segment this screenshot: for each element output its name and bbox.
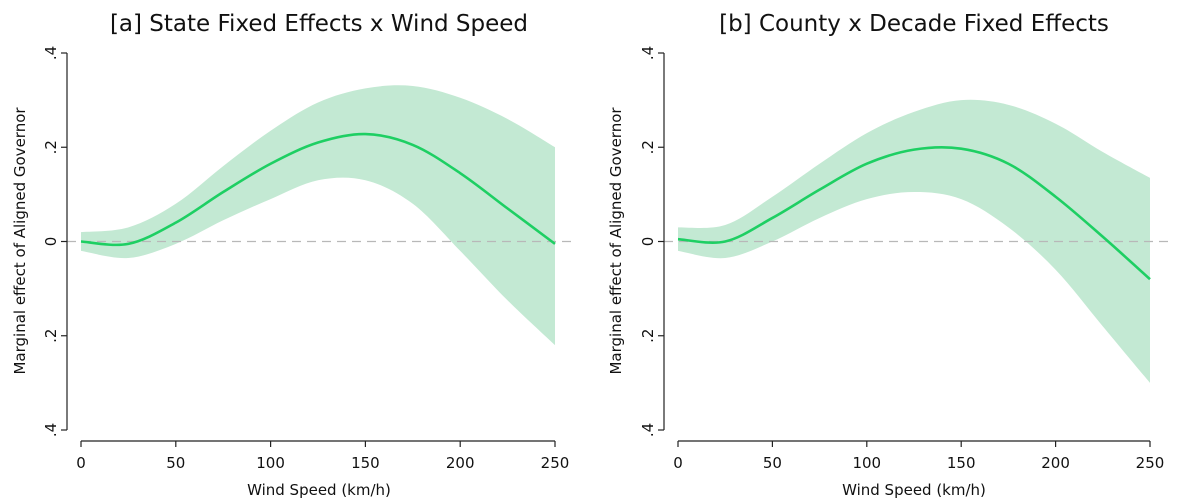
panel-a-y-ticks: .4 .2 0 .2 .4: [42, 46, 67, 437]
x-tick-label: 250: [1136, 454, 1165, 472]
panel-a-x-axis-label: Wind Speed (km/h): [247, 481, 391, 499]
x-tick-label: 200: [1041, 454, 1070, 472]
panel-b-confidence-band: [678, 99, 1150, 383]
panel-a-title: [a] State Fixed Effects x Wind Speed: [110, 11, 528, 37]
panel-b-title: [b] County x Decade Fixed Effects: [719, 11, 1109, 37]
panel-b: [b] County x Decade Fixed Effects .4 .2 0.…: [607, 11, 1170, 499]
y-tick-label: .4: [42, 46, 60, 60]
panel-b-y-axis-label: Marginal effect of Aligned Governor: [607, 107, 625, 375]
panel-b-x-ticks: 0 50 100 150 200 250: [673, 441, 1164, 472]
y-tick-label: .2: [639, 140, 657, 154]
y-tick-label: .4: [639, 46, 657, 60]
x-tick-label: 50: [166, 454, 185, 472]
x-tick-label: 200: [446, 454, 475, 472]
panel-a-y-axis-label: Marginal effect of Aligned Governor: [11, 107, 29, 375]
panel-a: [a] State Fixed Effects x Wind Speed .4.…: [11, 11, 575, 499]
panel-a-x-ticks: 0 50 100 150 200 250: [76, 441, 569, 472]
x-tick-label: 0: [76, 454, 86, 472]
x-tick-label: 50: [763, 454, 782, 472]
x-tick-label: 0: [673, 454, 683, 472]
panel-b-y-ticks: .4 .2 0 .2 .4: [639, 46, 664, 437]
y-tick-label: .4: [639, 423, 657, 437]
panel-a-confidence-band: [81, 85, 555, 346]
y-tick-label: 0: [639, 237, 657, 247]
x-tick-label: 250: [541, 454, 570, 472]
y-tick-label: 0: [42, 237, 60, 247]
x-tick-label: 150: [947, 454, 976, 472]
x-tick-label: 150: [351, 454, 380, 472]
x-tick-label: 100: [852, 454, 881, 472]
y-tick-label: .4: [42, 423, 60, 437]
panel-b-x-axis-label: Wind Speed (km/h): [842, 481, 986, 499]
panel-b-estimate-line: [677, 145, 1151, 281]
y-tick-label: .2: [42, 329, 60, 343]
y-tick-label: .2: [639, 329, 657, 343]
panel-a-estimate-line: [80, 132, 556, 247]
x-tick-label: 100: [256, 454, 285, 472]
y-tick-label: .2: [42, 140, 60, 154]
